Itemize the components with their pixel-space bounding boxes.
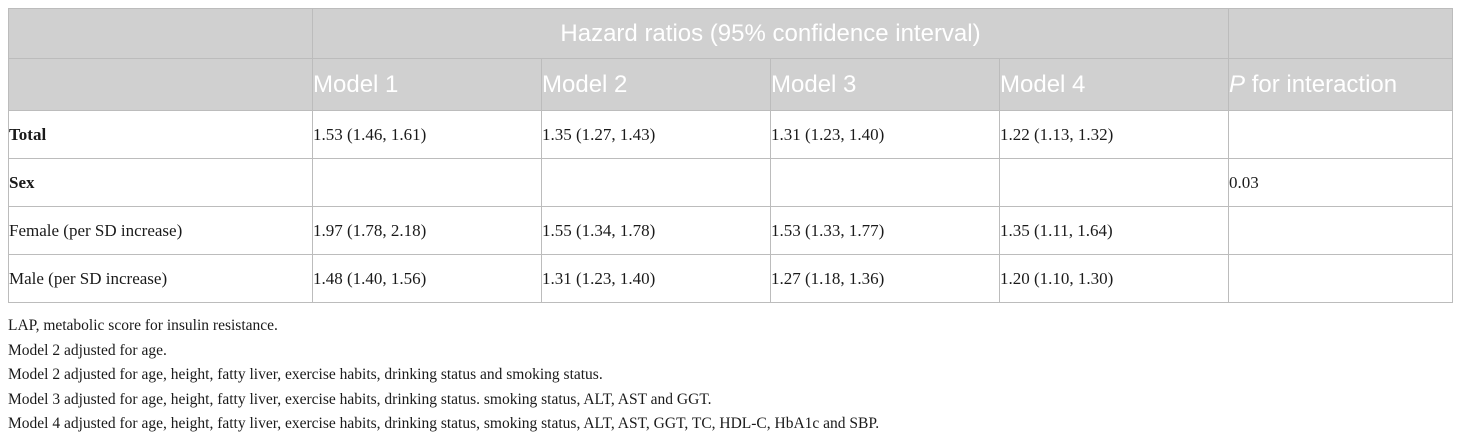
header-group-title: Hazard ratios (95% confidence interval) bbox=[311, 8, 1230, 59]
column-header-model-3: Model 3 bbox=[770, 58, 1000, 111]
p-interaction-label: for interaction bbox=[1245, 70, 1398, 98]
footnote: Model 2 adjusted for age, height, fatty … bbox=[8, 366, 603, 383]
table-row-male: Male (per SD increase) 1.48 (1.40, 1.56)… bbox=[8, 254, 1454, 303]
table-cell: 1.31 (1.23, 1.40) bbox=[541, 254, 771, 303]
footnote: Model 3 adjusted for age, height, fatty … bbox=[8, 390, 712, 408]
header-empty-cell bbox=[1228, 8, 1454, 59]
table-footnotes: LAP, metabolic score for insulin resista… bbox=[8, 314, 879, 437]
table-cell: 1.20 (1.10, 1.30) bbox=[998, 254, 1230, 303]
header-empty-cell bbox=[8, 58, 313, 111]
p-value-cell bbox=[1228, 206, 1454, 255]
table-row-total: Total 1.53 (1.46, 1.61) 1.35 (1.27, 1.43… bbox=[8, 110, 1454, 159]
table-cell: 1.53 (1.33, 1.77) bbox=[770, 206, 1000, 255]
column-header-model-1: Model 1 bbox=[312, 58, 542, 111]
row-label: Male (per SD increase) bbox=[8, 254, 313, 303]
column-header-model-4: Model 4 bbox=[998, 58, 1230, 111]
table-cell: 1.53 (1.46, 1.61) bbox=[312, 110, 542, 159]
header-empty-cell bbox=[8, 8, 313, 59]
header-row-group: Hazard ratios (95% confidence interval) bbox=[8, 8, 1454, 59]
footnote: Model 2 adjusted for age. bbox=[8, 341, 167, 359]
table-cell bbox=[770, 158, 1000, 207]
row-label: Total bbox=[8, 110, 313, 159]
column-header-p-interaction: P for interaction bbox=[1228, 58, 1454, 111]
table-cell: 1.22 (1.13, 1.32) bbox=[998, 110, 1230, 159]
table-cell: 1.97 (1.78, 2.18) bbox=[312, 206, 542, 255]
table-row-sex: Sex 0.03 bbox=[8, 158, 1454, 207]
header-row-columns: Model 1 Model 2 Model 3 Model 4 P for in… bbox=[8, 58, 1454, 111]
p-value-cell: 0.03 bbox=[1228, 158, 1454, 207]
p-value-cell bbox=[1228, 254, 1454, 303]
table-cell: 1.35 (1.11, 1.64) bbox=[998, 206, 1230, 255]
hazard-ratio-table: Hazard ratios (95% confidence interval) … bbox=[8, 8, 1454, 303]
table-cell bbox=[312, 158, 542, 207]
row-label: Sex bbox=[8, 158, 313, 207]
table-cell: 1.31 (1.23, 1.40) bbox=[770, 110, 1000, 159]
column-header-model-2: Model 2 bbox=[541, 58, 771, 111]
row-label: Female (per SD increase) bbox=[8, 206, 313, 255]
table-row-female: Female (per SD increase) 1.97 (1.78, 2.1… bbox=[8, 206, 1454, 255]
table-cell: 1.35 (1.27, 1.43) bbox=[541, 110, 771, 159]
p-value-cell bbox=[1228, 110, 1454, 159]
footnote: Model 4 adjusted for age, height, fatty … bbox=[8, 415, 880, 432]
footnote: LAP, metabolic score for insulin resista… bbox=[8, 317, 278, 334]
table-cell bbox=[998, 158, 1230, 207]
table-cell: 1.27 (1.18, 1.36) bbox=[770, 254, 1000, 303]
table-cell: 1.55 (1.34, 1.78) bbox=[541, 206, 771, 255]
table-cell bbox=[541, 158, 771, 207]
table-cell: 1.48 (1.40, 1.56) bbox=[312, 254, 542, 303]
p-italic-label: P bbox=[1229, 70, 1246, 98]
